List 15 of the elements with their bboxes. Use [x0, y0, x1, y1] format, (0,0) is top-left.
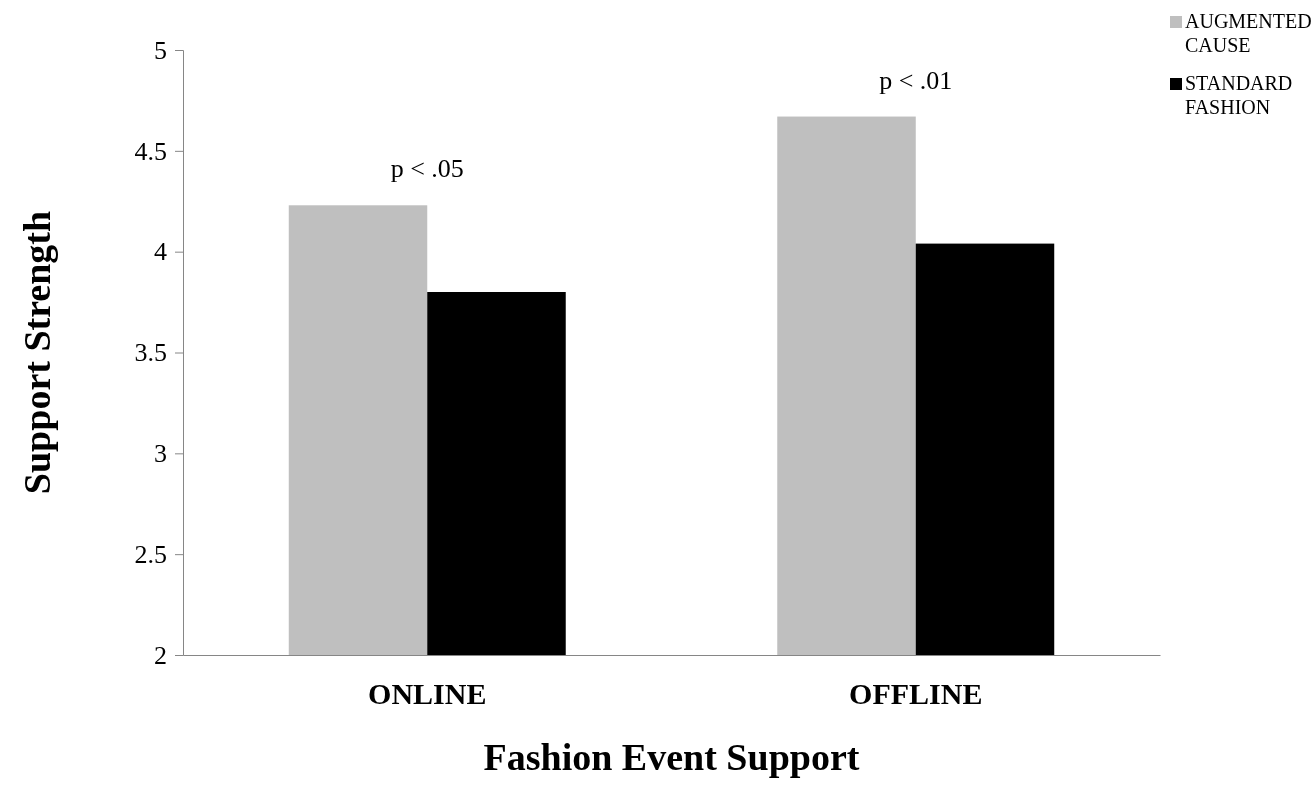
- x-tick-label: ONLINE: [368, 677, 487, 711]
- x-axis-title: Fashion Event Support: [483, 736, 860, 778]
- x-tick-label: OFFLINE: [849, 677, 983, 711]
- y-tick-label: 4: [154, 237, 167, 267]
- annotation: p < .01: [879, 65, 953, 95]
- y-tick-label: 3.5: [134, 338, 167, 368]
- legend-label: AUGMENTED CAUSE: [1185, 10, 1312, 56]
- y-tick-label: 4.5: [134, 136, 167, 166]
- annotation: p < .05: [390, 154, 464, 184]
- legend-label: STANDARD FASHION: [1185, 72, 1293, 118]
- y-tick-label: 5: [154, 35, 167, 65]
- y-tick-label: 2: [154, 640, 167, 670]
- y-axis-title: Support Strength: [16, 210, 58, 495]
- y-tick-label: 3: [154, 439, 167, 469]
- y-tick-label: 2.5: [134, 539, 167, 569]
